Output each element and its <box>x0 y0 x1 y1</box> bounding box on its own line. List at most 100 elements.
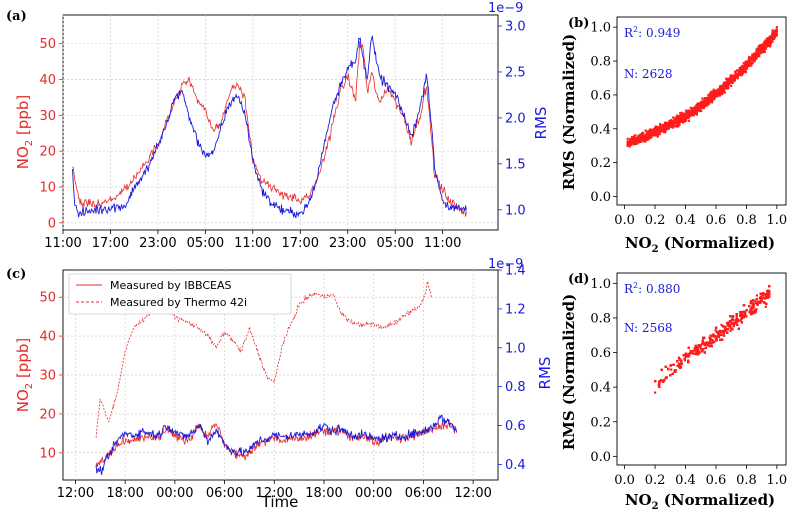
scatter-point <box>688 111 691 114</box>
scatter-point <box>626 142 629 145</box>
panel-d-r2-sup: 2 <box>633 281 638 290</box>
scatter-point <box>739 314 742 317</box>
panel-c-label: (c) <box>6 267 26 282</box>
scatter-point <box>760 297 763 300</box>
scatter-point <box>626 137 629 140</box>
scatter-point <box>739 318 742 321</box>
scatter-point <box>775 29 778 32</box>
scatter-point <box>751 62 754 65</box>
scatter-point <box>651 132 654 135</box>
scatter-point <box>709 337 712 340</box>
scatter-point <box>702 348 705 351</box>
x-tick-label: 0.6 <box>706 473 727 488</box>
panel-d-xlabel-rest: (Normalized) <box>659 491 776 509</box>
scatter-point <box>701 97 704 100</box>
scatter-point <box>657 133 660 136</box>
scatter-point <box>672 363 675 366</box>
scatter-point <box>722 89 725 92</box>
scatter-point <box>665 125 668 128</box>
scatter-point <box>734 70 737 73</box>
scatter-point <box>660 126 663 129</box>
scatter-point <box>729 80 732 83</box>
scatter-point <box>756 55 759 58</box>
scatter-point <box>743 66 746 69</box>
panel-b-xlabel-sub: 2 <box>652 244 659 255</box>
panel-b-ylabel: RMS (Normalized) <box>560 34 578 190</box>
scatter-point <box>761 43 764 46</box>
scatter-point <box>763 40 766 44</box>
x-tick-label: 06:00 <box>405 486 442 501</box>
scatter-point <box>659 123 662 126</box>
scatter-point <box>648 135 651 138</box>
scatter-point <box>736 77 739 80</box>
series-line-rms <box>95 414 458 475</box>
scatter-point <box>770 38 773 41</box>
scatter-point <box>764 305 767 308</box>
scatter-point <box>718 333 721 336</box>
scatter-point <box>755 48 758 51</box>
panel-a-ticks: 11:00 17:00 23:00 05:00 11:00 17:00 23:00 05:00… <box>39 20 525 251</box>
scatter-point <box>664 127 667 131</box>
scatter-point <box>695 349 698 352</box>
scatter-point <box>646 135 649 138</box>
scatter-point <box>690 108 693 111</box>
scatter-point <box>626 144 629 147</box>
scatter-point <box>720 90 723 93</box>
x-tick-label: 18:00 <box>305 486 342 501</box>
scatter-point <box>719 338 722 341</box>
scatter-point <box>762 297 765 300</box>
panel-b-n-annotation: N: 2628 <box>624 67 672 81</box>
scatter-point <box>712 341 715 344</box>
x-tick-label: 17:00 <box>282 236 319 251</box>
scatter-point <box>684 119 688 122</box>
scatter-point <box>724 85 727 88</box>
scatter-point <box>671 372 674 375</box>
scatter-point <box>740 73 743 76</box>
scatter-point <box>728 324 731 328</box>
scatter-point <box>744 71 747 74</box>
scatter-point <box>757 45 760 48</box>
scatter-point <box>742 314 745 317</box>
scatter-point <box>775 26 778 29</box>
scatter-point <box>679 366 682 369</box>
scatter-point <box>769 45 772 48</box>
scatter-point <box>670 119 673 122</box>
scatter-point <box>642 138 646 141</box>
scatter-point <box>678 122 681 126</box>
scatter-point <box>772 32 775 35</box>
scatter-point <box>687 346 690 349</box>
scatter-point <box>725 83 728 86</box>
scatter-point <box>759 295 763 298</box>
scatter-point <box>671 123 674 126</box>
scatter-point <box>687 359 690 362</box>
scatter-point <box>719 90 722 93</box>
scatter-point <box>745 64 748 67</box>
scatter-point <box>742 316 745 319</box>
scatter-point <box>702 105 705 108</box>
scatter-point <box>632 138 635 141</box>
scatter-point <box>701 339 704 342</box>
scatter-point <box>721 325 724 328</box>
scatter-point <box>694 109 697 113</box>
scatter-point <box>729 323 732 326</box>
right-y-tick-label: 0.8 <box>505 380 526 395</box>
scatter-point <box>648 128 651 131</box>
scatter-point <box>678 121 681 124</box>
scatter-point <box>647 133 650 137</box>
scatter-point <box>722 331 725 334</box>
scatter-point <box>731 76 734 80</box>
scatter-point <box>636 136 640 139</box>
scatter-point <box>752 52 755 55</box>
x-tick-label: 00:00 <box>156 486 193 501</box>
scatter-point <box>760 49 763 52</box>
scatter-point <box>668 120 671 123</box>
scatter-point <box>658 385 661 388</box>
scatter-point <box>662 380 665 383</box>
y-tick-label: 0.8 <box>590 311 611 326</box>
scatter-point <box>717 88 720 91</box>
scatter-point <box>727 81 730 84</box>
right-y-tick-label: 2.5 <box>505 65 526 80</box>
scatter-point <box>697 349 700 353</box>
scatter-point <box>774 33 777 36</box>
scatter-point <box>680 119 683 122</box>
